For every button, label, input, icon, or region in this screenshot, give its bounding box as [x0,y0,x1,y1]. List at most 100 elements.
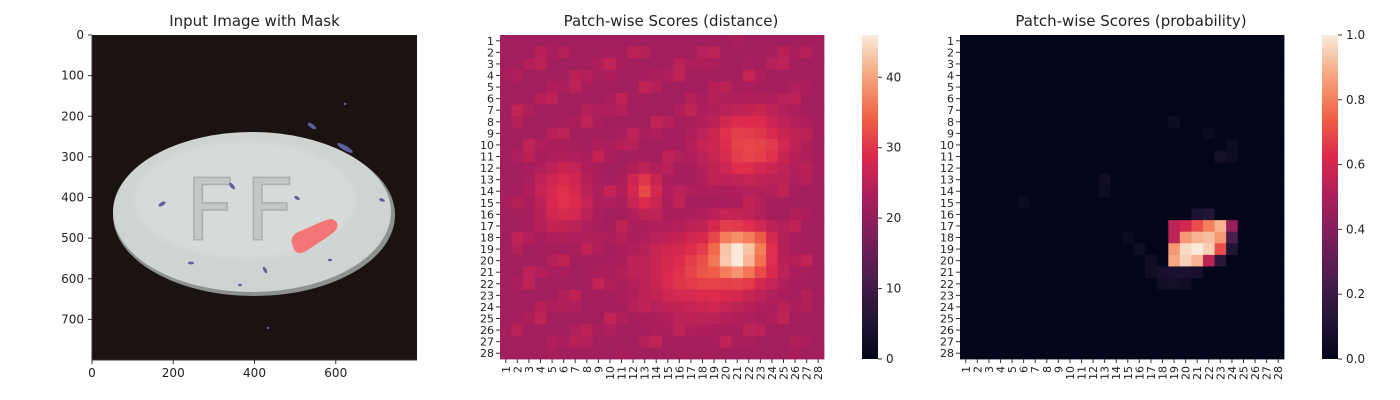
heatmap-cell [673,312,686,325]
x-tick-label: 600 [324,366,347,380]
heatmap-cell [1110,220,1123,233]
heatmap-cell [1098,231,1111,244]
heatmap-cell [1237,312,1250,325]
col-label: 10 [604,366,617,380]
heatmap-cell [789,208,802,221]
heatmap-cell [638,139,651,152]
heatmap-cell [708,278,721,290]
heatmap-cell [971,69,984,82]
heatmap-cell [1260,116,1273,128]
heatmap-cell [766,278,779,290]
heatmap-cell [754,243,767,256]
col-label: 14 [650,366,663,380]
heatmap-cell [1087,220,1100,233]
heatmap-cell [592,220,605,233]
row-label: 4 [947,70,954,83]
heatmap-cell [719,35,732,47]
heatmap-cell [1052,266,1065,279]
heatmap-cell [1156,46,1169,59]
heatmap-cell [1029,69,1042,82]
heatmap-cell [1237,116,1250,128]
heatmap-cell [696,139,709,152]
heatmap-cell [604,220,617,233]
heatmap-cell [685,162,698,175]
heatmap-cell [1052,69,1065,82]
heatmap-cell [1145,335,1158,348]
heatmap-cell [960,278,972,290]
row-label: 26 [940,324,954,337]
heatmap-cell [1260,81,1273,94]
heatmap-cell [662,69,674,82]
heatmap-cell [994,92,1007,105]
heatmap-cell [1226,58,1239,71]
heatmap-cell [1098,92,1111,105]
heatmap-cell [743,35,755,47]
heatmap-cell [708,116,721,128]
heatmap-cell [1029,81,1042,94]
heatmap-cell [604,127,617,140]
heatmap-cell [1122,312,1134,325]
heatmap-cell [731,116,744,128]
heatmap-cell [1087,266,1100,279]
distance-heatmap-panel: Patch-wise Scores (distance) 12345678910… [480,12,901,380]
heatmap-cell [766,266,779,279]
heatmap-cell [1260,127,1273,140]
heatmap-cell [1075,162,1088,175]
col-label: 17 [685,366,698,380]
heatmap-cell [569,35,582,47]
heatmap-cell [971,127,984,140]
heatmap-cell [511,231,524,244]
heatmap-cell [719,312,732,325]
heatmap-cell [1087,69,1100,82]
heatmap-cell [1260,162,1273,175]
heatmap-cell [1249,150,1262,163]
heatmap-cell [1075,127,1088,140]
heatmap-cell [777,35,790,47]
heatmap-cell [1179,104,1192,117]
heatmap-cell [1226,335,1239,348]
col-label: 3 [523,366,536,373]
col-label: 7 [569,366,582,373]
heatmap-cell [1249,35,1262,47]
heatmap-cell [1156,69,1169,82]
heatmap-cell [1237,289,1250,302]
heatmap-cell [766,220,779,233]
heatmap-cell [511,208,524,221]
heatmap-cell [994,46,1007,59]
heatmap-cell [1017,312,1030,325]
heatmap-cell [1249,46,1262,59]
heatmap-cell [1052,173,1065,186]
heatmap-cell [1191,335,1204,348]
heatmap-cell [1075,116,1088,128]
heatmap-cell [1133,162,1146,175]
heatmap-cell [1249,301,1262,314]
heatmap-cell [1087,127,1100,140]
heatmap-cell [650,266,663,279]
heatmap-cell [743,347,755,360]
heatmap-cell [615,150,628,163]
heatmap-cell [1260,312,1273,325]
heatmap-cell [1098,173,1111,186]
heatmap-cell [1226,92,1239,105]
heatmap-cell [557,197,570,209]
heatmap-cell [1052,220,1065,233]
heatmap-cell [1087,278,1100,290]
heatmap-cell [719,173,732,186]
heatmap-cell [1168,324,1181,337]
heatmap-cell [615,162,628,175]
heatmap-cell [983,278,996,290]
heatmap-cell [592,69,605,82]
heatmap-cell [777,278,790,290]
heatmap-cell [731,46,744,59]
heatmap-cell [789,162,802,175]
heatmap-cell [569,116,582,128]
heatmap-cell [1249,81,1262,94]
heatmap-cell [581,220,593,233]
heatmap-cell [971,150,984,163]
heatmap-cell [534,208,547,221]
heatmap-cell [638,278,651,290]
heatmap-cell [592,335,605,348]
heatmap-cell [673,266,686,279]
heatmap-cell [662,278,674,290]
heatmap-cell [800,35,813,47]
